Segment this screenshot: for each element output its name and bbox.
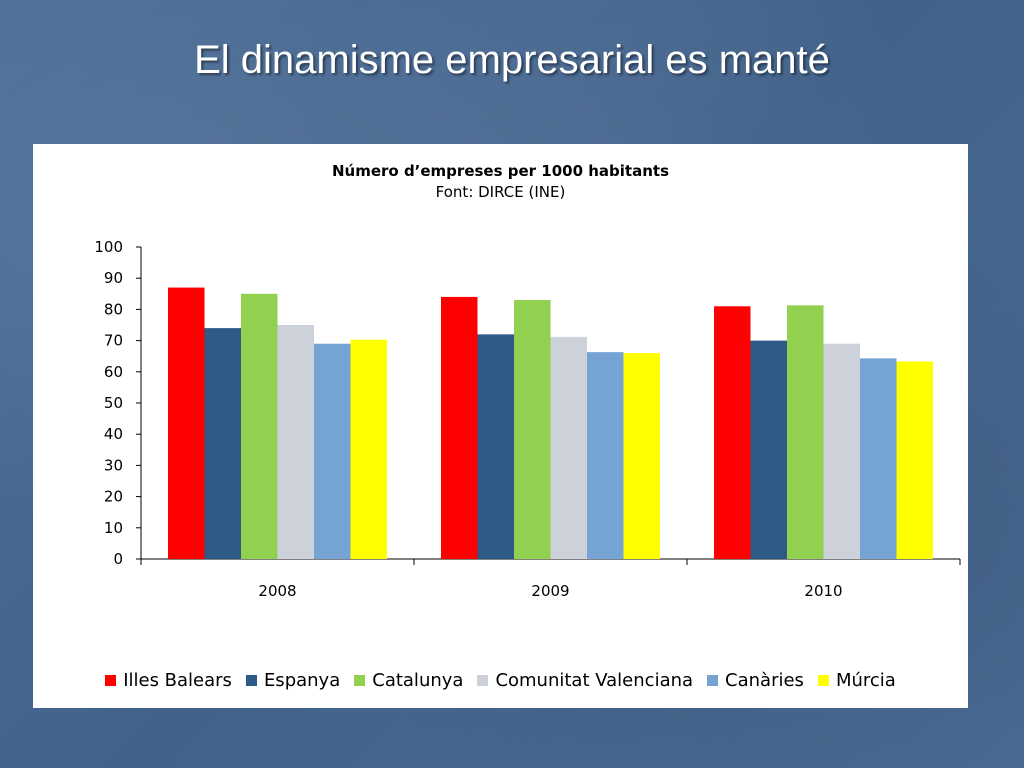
- chart-subtitle: Font: DIRCE (INE): [435, 183, 566, 201]
- legend-swatch: [245, 675, 257, 686]
- y-tick-label: 0: [113, 550, 123, 568]
- bar-can-ries-2010: [860, 358, 897, 559]
- bar-comunitat-valenciana-2009: [550, 336, 587, 559]
- legend-swatch: [477, 675, 489, 686]
- bar-can-ries-2009: [587, 352, 624, 559]
- y-tick-label: 10: [104, 519, 123, 537]
- legend-item: Comunitat Valenciana: [477, 670, 693, 691]
- legend-label: Espanya: [263, 670, 341, 691]
- legend-item: Canàries: [707, 670, 804, 691]
- bar-espanya-2008: [204, 328, 241, 559]
- bar-illes-balears-2009: [441, 296, 478, 559]
- legend-swatch: [105, 675, 117, 686]
- bar-comunitat-valenciana-2010: [823, 343, 860, 559]
- legend-item: Catalunya: [354, 670, 463, 691]
- bar-m-rcia-2009: [623, 353, 660, 559]
- y-tick-label: 50: [104, 394, 123, 412]
- chart-title: Número d’empreses per 1000 habitants: [331, 162, 669, 180]
- bar-illes-balears-2008: [168, 287, 205, 559]
- legend-item: Illes Balears: [105, 670, 232, 691]
- chart-legend: Illes Balears Espanya Catalunya Comunitat V…: [33, 670, 968, 691]
- bar-comunitat-valenciana-2008: [277, 325, 314, 559]
- legend-item: Espanya: [245, 670, 341, 691]
- legend-label: Illes Balears: [123, 670, 232, 691]
- legend-swatch: [707, 675, 719, 686]
- legend-swatch: [354, 675, 366, 686]
- y-tick-label: 70: [104, 332, 123, 350]
- slide-title: El dinamisme empresarial es manté: [194, 38, 830, 82]
- bar-espanya-2009: [477, 334, 514, 559]
- bar-espanya-2010: [750, 340, 787, 559]
- bar-catalunya-2009: [514, 300, 551, 559]
- x-category-label: 2010: [804, 582, 842, 600]
- y-tick-label: 20: [104, 488, 123, 506]
- bar-catalunya-2008: [241, 293, 278, 559]
- y-tick-label: 60: [104, 363, 123, 381]
- legend-label: Múrcia: [835, 670, 896, 691]
- bar-chart: 0 10 20 30 40 50 60 70 80 90 100 2008 2009 2010: [94, 238, 961, 600]
- legend-swatch: [817, 675, 829, 686]
- bar-m-rcia-2008: [350, 339, 387, 559]
- y-tick-label: 90: [104, 269, 123, 287]
- bar-illes-balears-2010: [714, 306, 751, 559]
- legend-label: Comunitat Valenciana: [495, 670, 694, 691]
- bar-can-ries-2008: [314, 343, 351, 559]
- legend-label: Catalunya: [372, 670, 464, 691]
- y-tick-label: 80: [104, 300, 123, 318]
- chart-panel: Número d’empreses per 1000 habitants Fon…: [33, 144, 968, 708]
- x-category-label: 2009: [531, 582, 569, 600]
- y-tick-label: 100: [94, 238, 123, 256]
- legend-label: Canàries: [725, 670, 804, 691]
- bar-catalunya-2010: [787, 305, 824, 559]
- legend-item: Múrcia: [817, 670, 896, 691]
- x-category-label: 2008: [258, 582, 296, 600]
- bar-m-rcia-2010: [896, 361, 933, 559]
- y-tick-label: 30: [104, 456, 123, 474]
- y-tick-label: 40: [104, 425, 123, 443]
